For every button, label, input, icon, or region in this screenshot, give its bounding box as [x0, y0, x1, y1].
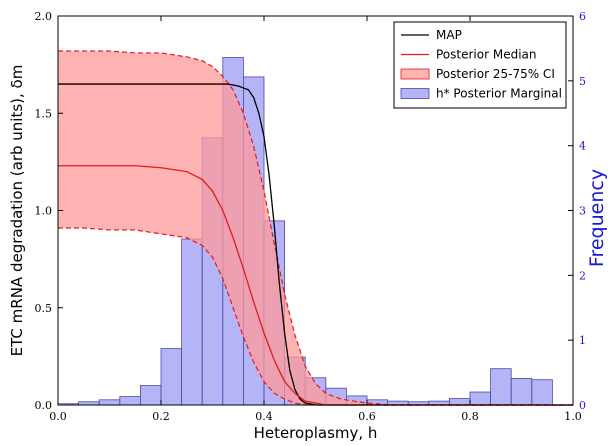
histogram-bar	[531, 379, 553, 406]
x-axis-label: Heteroplasmy, h	[254, 424, 378, 442]
legend-label: h* Posterior Marginal	[436, 87, 562, 101]
histogram-bar	[510, 378, 533, 406]
histogram-bar	[181, 238, 203, 406]
legend-entry-marginal: h* Posterior Marginal	[400, 87, 562, 101]
y-tick-label: 2.0	[35, 10, 53, 23]
legend-entry-median: Posterior Median	[401, 48, 537, 62]
y2-tick-label: 1	[579, 334, 586, 347]
x-tick-label: 0.2	[152, 410, 170, 423]
histogram-bar	[448, 398, 471, 406]
x-tick-label: 0.4	[255, 410, 273, 423]
histogram-bar	[469, 391, 492, 406]
y-axis-label: ETC mRNA degradation (arb units), δm	[8, 65, 26, 357]
y-tick-label: 1.0	[35, 205, 53, 218]
x-tick-label: 0.6	[358, 410, 376, 423]
y2-tick-label: 4	[579, 140, 586, 153]
legend-entry-map: MAP	[401, 28, 462, 42]
x-tick-label: 0.0	[49, 410, 67, 423]
y-tick-label: 1.5	[35, 107, 53, 120]
ci-band-fill	[58, 51, 573, 405]
plot-area	[57, 15, 574, 406]
y2-tick-label: 6	[579, 10, 586, 23]
ticks-layer: 0.0 0.2 0.4 0.6 0.8 1.0 0.0 0.5 1.0 1.5 2.0 0 1 2 3 4 5 6	[35, 10, 587, 423]
legend-label: MAP	[436, 28, 462, 42]
histogram-bar	[98, 399, 121, 406]
ci-lower-edge	[58, 227, 573, 406]
y2-tick-label: 5	[579, 75, 586, 88]
legend-label: Posterior Median	[436, 48, 537, 62]
legend-label: Posterior 25-75% CI	[436, 67, 555, 81]
histogram-bar	[490, 368, 512, 406]
y-tick-label: 0.5	[35, 302, 53, 315]
histogram-bar	[160, 348, 183, 406]
legend-swatch	[400, 88, 430, 99]
histogram-bar	[119, 396, 141, 406]
legend-entry-ci: Posterior 25-75% CI	[400, 67, 555, 81]
x-tick-label: 1.0	[564, 410, 582, 423]
y-tick-label: 0.0	[35, 399, 53, 412]
right-y-axis-label: Frequency	[586, 169, 608, 267]
y2-tick-label: 0	[579, 399, 586, 412]
legend: MAP Posterior Median Posterior 25-75% CI h*…	[393, 21, 567, 109]
histogram-bar	[139, 385, 162, 406]
legend-swatch	[400, 68, 430, 80]
y2-tick-label: 3	[579, 205, 586, 218]
x-tick-label: 0.8	[461, 410, 479, 423]
y2-tick-label: 2	[579, 269, 586, 282]
